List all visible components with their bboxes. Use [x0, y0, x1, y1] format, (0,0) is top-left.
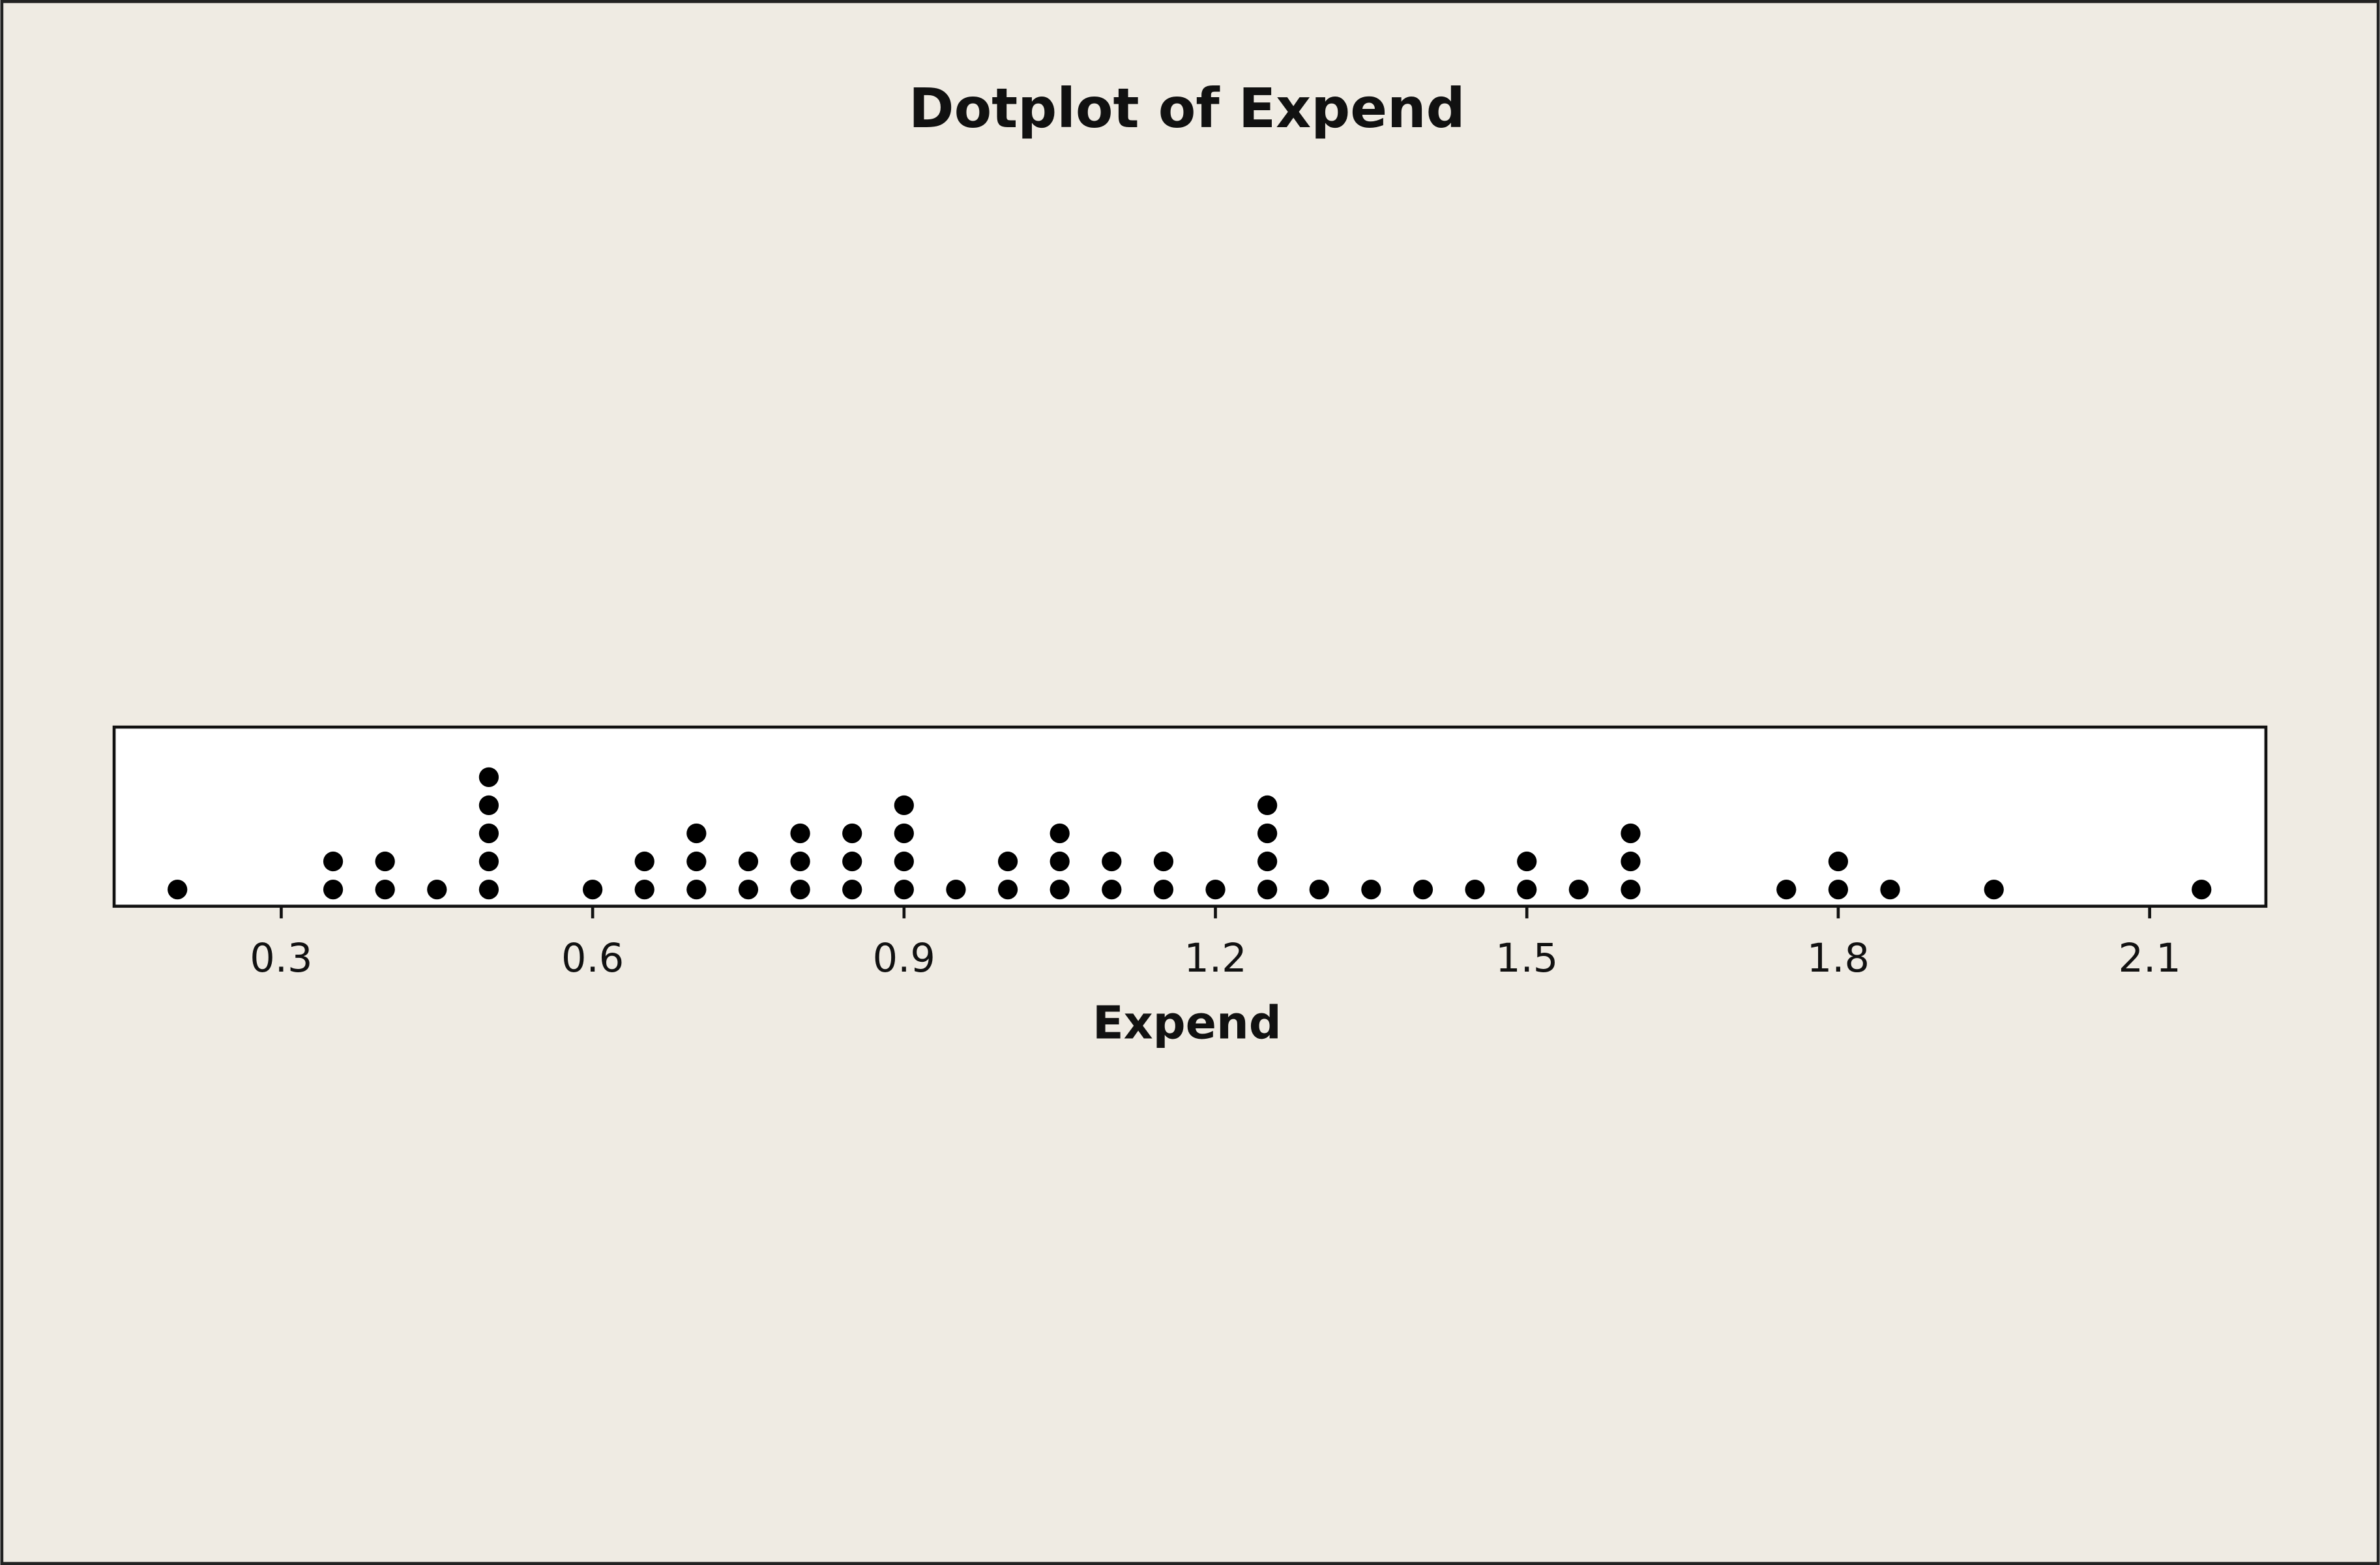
dot	[738, 879, 759, 900]
dot	[790, 879, 810, 900]
dot	[1828, 879, 1849, 900]
dot	[997, 879, 1018, 900]
dot	[1257, 879, 1278, 900]
x-tick-label: 1.8	[1807, 936, 1870, 981]
dot	[634, 879, 654, 900]
dot	[478, 795, 499, 816]
dot	[1621, 879, 1641, 900]
dot	[1102, 851, 1122, 872]
dot	[790, 851, 810, 872]
dot	[997, 851, 1018, 872]
plot-area	[112, 725, 2268, 908]
dot	[1568, 879, 1589, 900]
dot	[2192, 879, 2212, 900]
dot	[894, 823, 914, 844]
dot	[1828, 851, 1849, 872]
dot	[478, 823, 499, 844]
x-tick-label: 1.2	[1184, 936, 1246, 981]
dot	[686, 851, 707, 872]
dot	[1257, 823, 1278, 844]
dot	[1621, 823, 1641, 844]
dot	[375, 879, 395, 900]
dot	[1257, 851, 1278, 872]
dot	[634, 851, 654, 872]
x-axis-label: Expend	[1093, 997, 1282, 1050]
dot	[1102, 879, 1122, 900]
dot	[427, 879, 447, 900]
dot	[1361, 879, 1381, 900]
dot	[1205, 879, 1226, 900]
dot	[582, 879, 603, 900]
dot	[894, 879, 914, 900]
dot	[1517, 879, 1537, 900]
dot	[168, 879, 188, 900]
dot	[1153, 879, 1174, 900]
dot	[323, 879, 344, 900]
dot	[790, 823, 810, 844]
x-tick-label: 1.5	[1495, 936, 1558, 981]
dot	[1413, 879, 1433, 900]
dot	[1050, 879, 1070, 900]
dot	[478, 767, 499, 787]
dot	[1050, 851, 1070, 872]
dot	[1050, 823, 1070, 844]
chart-title: Dotplot of Expend	[909, 76, 1465, 140]
dot	[894, 851, 914, 872]
dot	[375, 851, 395, 872]
dot	[842, 823, 862, 844]
dot	[686, 823, 707, 844]
dot	[1776, 879, 1797, 900]
dot	[1309, 879, 1329, 900]
dot	[738, 851, 759, 872]
dot	[323, 851, 344, 872]
dot	[1465, 879, 1485, 900]
x-tick-label: 0.3	[250, 936, 312, 981]
dot	[894, 795, 914, 816]
dot	[1257, 795, 1278, 816]
dot	[478, 851, 499, 872]
dot	[478, 879, 499, 900]
dot	[1621, 851, 1641, 872]
dot	[1517, 851, 1537, 872]
dot	[1880, 879, 1900, 900]
dot	[842, 851, 862, 872]
dot	[1984, 879, 2004, 900]
dot	[1153, 851, 1174, 872]
x-tick-label: 0.9	[873, 936, 935, 981]
dot	[946, 879, 966, 900]
dot	[686, 879, 707, 900]
x-tick-label: 0.6	[561, 936, 624, 981]
x-tick-label: 2.1	[2118, 936, 2181, 981]
dot	[842, 879, 862, 900]
